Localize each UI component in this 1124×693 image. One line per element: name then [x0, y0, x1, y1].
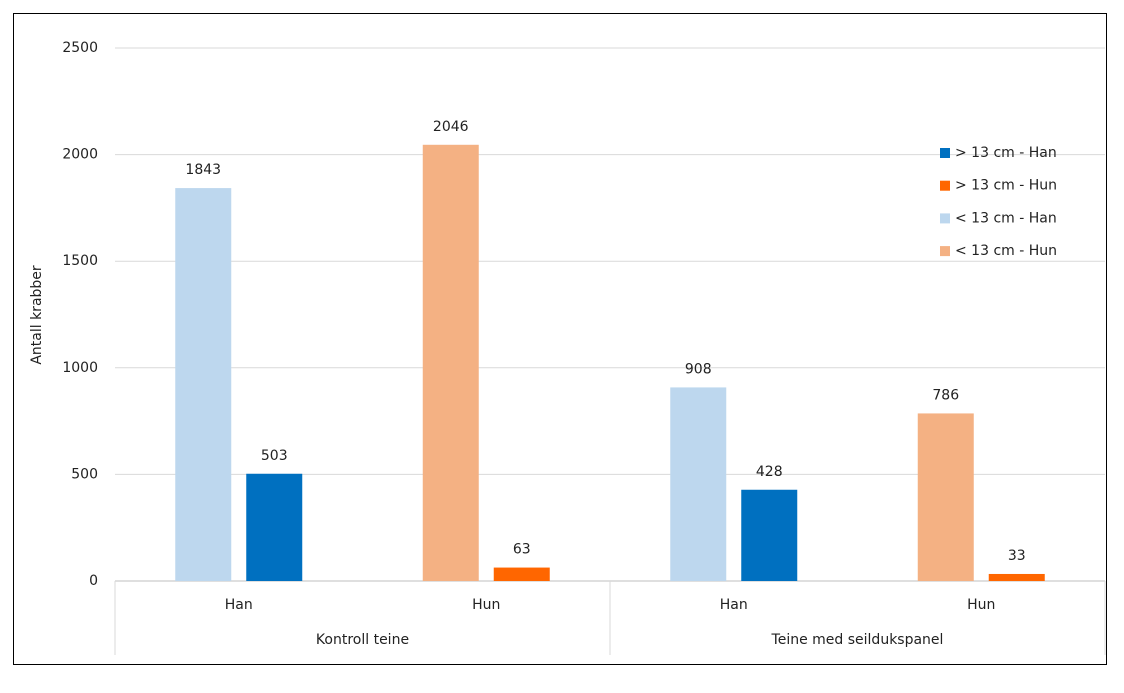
x-tick-label: Hun: [967, 597, 995, 613]
data-label: 2046: [433, 119, 469, 135]
y-tick-label: 1000: [62, 360, 98, 376]
legend-label: > 13 cm - Hun: [955, 178, 1057, 194]
y-tick-label: 1500: [62, 253, 98, 269]
x-tick-label: Hun: [472, 597, 500, 613]
data-label: 33: [1008, 548, 1026, 564]
legend-swatch: [940, 180, 950, 191]
data-label: 786: [932, 387, 959, 403]
y-tick-label: 0: [89, 573, 98, 589]
legend-label: < 13 cm - Han: [955, 210, 1057, 226]
bar: [422, 144, 479, 582]
x-tick-label: Han: [225, 597, 253, 613]
bar: [917, 413, 974, 581]
y-axis-label: Antall krabber: [29, 265, 45, 365]
y-tick-label: 2000: [62, 147, 98, 163]
data-label: 1843: [185, 162, 221, 178]
legend-swatch: [940, 213, 950, 224]
legend-swatch: [940, 246, 950, 257]
bar: [493, 567, 550, 581]
bar: [670, 387, 727, 581]
bar: [246, 473, 303, 581]
legend-label: < 13 cm - Hun: [955, 243, 1057, 259]
data-label: 63: [513, 542, 531, 558]
data-label: 428: [756, 464, 783, 480]
data-label: 908: [685, 361, 712, 377]
bar: [988, 573, 1045, 581]
group-label: Kontroll teine: [316, 632, 409, 648]
group-label: Teine med seildukspanel: [771, 632, 944, 648]
y-tick-label: 500: [71, 466, 98, 482]
y-tick-label: 2500: [62, 40, 98, 56]
legend-swatch: [940, 148, 950, 158]
legend-label: > 13 cm - Han: [955, 145, 1057, 161]
bar: [175, 188, 232, 582]
x-tick-label: Han: [720, 597, 748, 613]
data-label: 503: [261, 448, 288, 464]
bar: [741, 489, 798, 581]
